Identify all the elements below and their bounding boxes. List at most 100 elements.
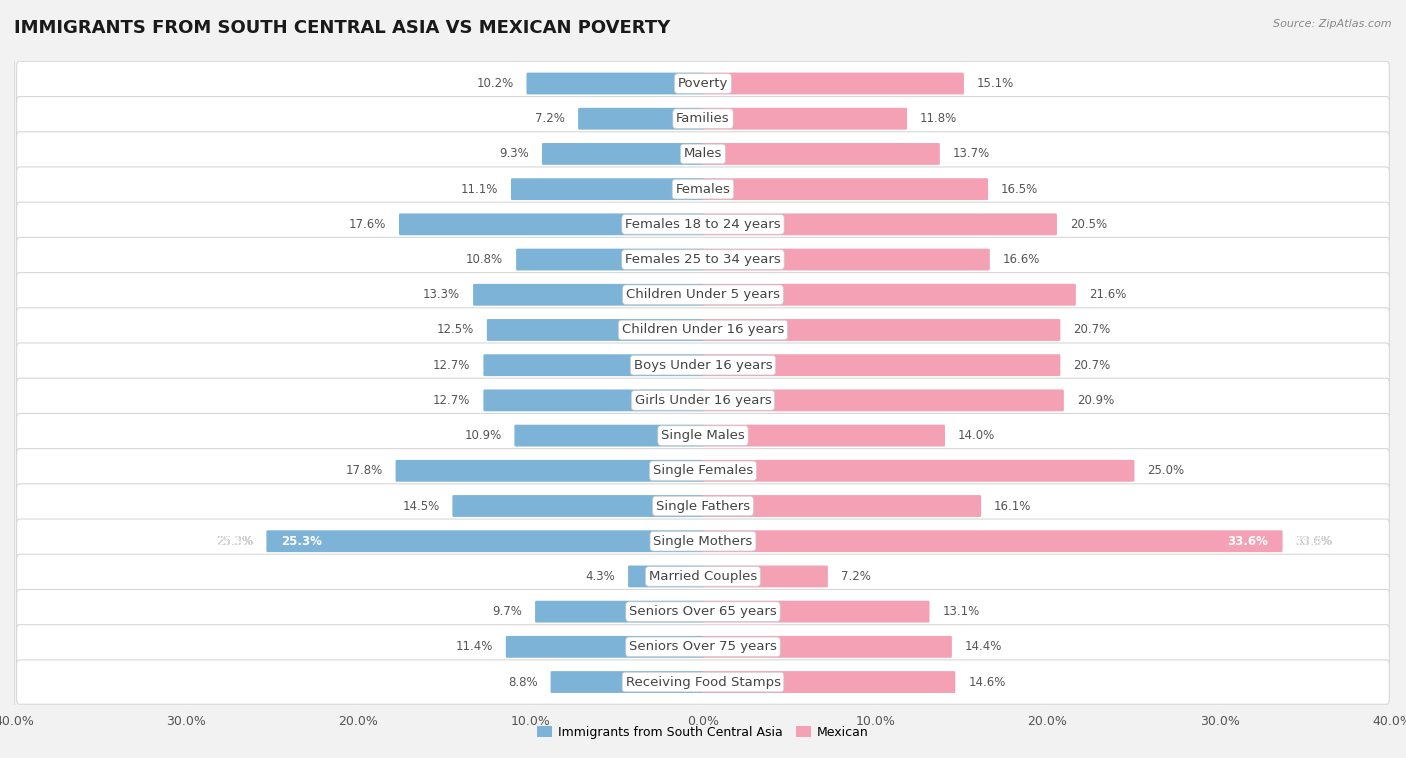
FancyBboxPatch shape [515,424,704,446]
FancyBboxPatch shape [702,636,952,658]
Text: 8.8%: 8.8% [508,675,537,688]
Text: 17.6%: 17.6% [349,218,387,231]
Text: 7.2%: 7.2% [841,570,870,583]
Text: Receiving Food Stamps: Receiving Food Stamps [626,675,780,688]
FancyBboxPatch shape [399,214,704,235]
Text: 25.3%: 25.3% [281,534,322,548]
Text: Boys Under 16 years: Boys Under 16 years [634,359,772,371]
Text: Females 25 to 34 years: Females 25 to 34 years [626,253,780,266]
FancyBboxPatch shape [17,202,1389,246]
FancyBboxPatch shape [702,283,1076,305]
FancyBboxPatch shape [526,73,704,95]
Text: 10.9%: 10.9% [464,429,502,442]
FancyBboxPatch shape [702,390,1064,412]
FancyBboxPatch shape [516,249,704,271]
Text: 11.1%: 11.1% [461,183,498,196]
FancyBboxPatch shape [536,601,704,622]
FancyBboxPatch shape [702,319,1060,341]
Text: 33.6%: 33.6% [1295,534,1333,548]
Text: 33.6%: 33.6% [1227,534,1268,548]
Text: 25.0%: 25.0% [1147,465,1184,478]
Text: 9.3%: 9.3% [499,148,529,161]
Text: 17.8%: 17.8% [346,465,382,478]
Text: Seniors Over 65 years: Seniors Over 65 years [628,605,778,618]
FancyBboxPatch shape [17,343,1389,387]
FancyBboxPatch shape [17,132,1389,176]
FancyBboxPatch shape [17,273,1389,317]
Text: 9.7%: 9.7% [492,605,522,618]
FancyBboxPatch shape [702,671,955,693]
FancyBboxPatch shape [395,460,704,482]
Text: 14.6%: 14.6% [969,675,1005,688]
Text: 7.2%: 7.2% [536,112,565,125]
FancyBboxPatch shape [702,565,828,587]
FancyBboxPatch shape [628,565,704,587]
FancyBboxPatch shape [17,625,1389,669]
FancyBboxPatch shape [551,671,704,693]
Text: 13.1%: 13.1% [942,605,980,618]
Text: 20.7%: 20.7% [1073,324,1111,337]
Text: Married Couples: Married Couples [650,570,756,583]
FancyBboxPatch shape [506,636,704,658]
Text: IMMIGRANTS FROM SOUTH CENTRAL ASIA VS MEXICAN POVERTY: IMMIGRANTS FROM SOUTH CENTRAL ASIA VS ME… [14,19,671,37]
Text: 16.1%: 16.1% [994,500,1032,512]
Legend: Immigrants from South Central Asia, Mexican: Immigrants from South Central Asia, Mexi… [533,721,873,744]
FancyBboxPatch shape [17,554,1389,599]
Text: 11.4%: 11.4% [456,641,494,653]
Text: 14.5%: 14.5% [402,500,440,512]
Text: 33.6%: 33.6% [1295,534,1333,548]
FancyBboxPatch shape [541,143,704,164]
FancyBboxPatch shape [702,249,990,271]
Text: Single Females: Single Females [652,465,754,478]
FancyBboxPatch shape [702,460,1135,482]
FancyBboxPatch shape [484,354,704,376]
FancyBboxPatch shape [453,495,704,517]
Text: 14.4%: 14.4% [965,641,1002,653]
Text: 4.3%: 4.3% [585,570,616,583]
Text: 11.8%: 11.8% [920,112,957,125]
FancyBboxPatch shape [702,73,965,95]
Text: 12.7%: 12.7% [433,394,471,407]
Text: 15.1%: 15.1% [977,77,1014,90]
Text: Girls Under 16 years: Girls Under 16 years [634,394,772,407]
Text: Children Under 5 years: Children Under 5 years [626,288,780,301]
FancyBboxPatch shape [702,601,929,622]
Text: 12.7%: 12.7% [433,359,471,371]
FancyBboxPatch shape [17,378,1389,422]
FancyBboxPatch shape [17,61,1389,105]
Text: Males: Males [683,148,723,161]
FancyBboxPatch shape [702,424,945,446]
FancyBboxPatch shape [17,660,1389,704]
FancyBboxPatch shape [17,96,1389,141]
Text: Poverty: Poverty [678,77,728,90]
Text: Single Males: Single Males [661,429,745,442]
Text: Single Fathers: Single Fathers [657,500,749,512]
Text: 20.9%: 20.9% [1077,394,1114,407]
Text: 10.2%: 10.2% [477,77,513,90]
Text: Females 18 to 24 years: Females 18 to 24 years [626,218,780,231]
Text: Single Mothers: Single Mothers [654,534,752,548]
Text: 16.6%: 16.6% [1002,253,1040,266]
FancyBboxPatch shape [17,167,1389,211]
FancyBboxPatch shape [510,178,704,200]
Text: 16.5%: 16.5% [1001,183,1038,196]
FancyBboxPatch shape [17,308,1389,352]
Text: Seniors Over 75 years: Seniors Over 75 years [628,641,778,653]
FancyBboxPatch shape [472,283,704,305]
Text: 20.5%: 20.5% [1070,218,1107,231]
Text: 13.7%: 13.7% [953,148,990,161]
Text: 10.8%: 10.8% [465,253,503,266]
Text: 25.3%: 25.3% [217,534,253,548]
FancyBboxPatch shape [17,484,1389,528]
FancyBboxPatch shape [702,495,981,517]
Text: 14.0%: 14.0% [957,429,995,442]
Text: 12.5%: 12.5% [437,324,474,337]
Text: 13.3%: 13.3% [423,288,460,301]
Text: Females: Females [675,183,731,196]
Text: 25.3%: 25.3% [217,534,253,548]
FancyBboxPatch shape [702,214,1057,235]
Text: Families: Families [676,112,730,125]
FancyBboxPatch shape [17,413,1389,458]
FancyBboxPatch shape [702,531,1282,552]
FancyBboxPatch shape [702,354,1060,376]
